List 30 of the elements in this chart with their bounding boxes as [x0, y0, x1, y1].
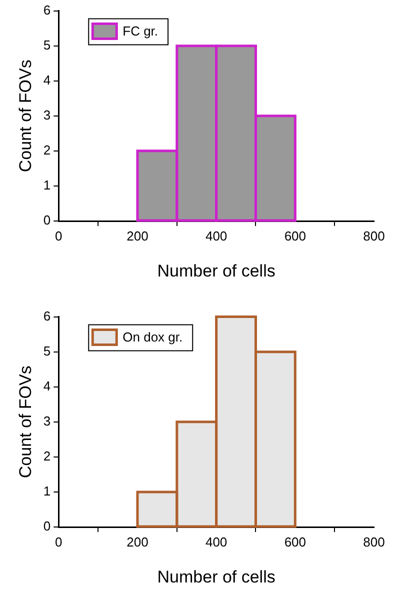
y-tick-label: 2 [43, 448, 51, 464]
y-tick-label: 0 [43, 518, 51, 534]
y-axis-title: Count of FOVs [16, 366, 35, 478]
legend-label: FC gr. [122, 23, 158, 38]
y-tick-label: 3 [43, 107, 51, 122]
x-tick-label: 800 [363, 228, 385, 244]
y-axis-title: Count of FOVs [16, 60, 35, 172]
x-axis-title: Number of cells [157, 261, 276, 280]
y-tick-label: 6 [43, 308, 51, 324]
y-tick-label: 4 [43, 72, 51, 88]
y-tick-label: 2 [43, 142, 51, 158]
y-tick-label: 1 [43, 484, 51, 499]
x-tick-label: 400 [205, 534, 228, 550]
x-axis-title: Number of cells [157, 567, 276, 586]
y-tick-label: 5 [43, 343, 51, 358]
x-tick-label: 200 [126, 228, 148, 244]
x-tick-label: 0 [55, 228, 62, 244]
legend-label: On dox gr. [122, 329, 183, 344]
y-tick-label: 3 [43, 413, 51, 428]
x-tick-label: 800 [363, 534, 385, 550]
x-tick-label: 600 [284, 534, 306, 550]
y-tick-label: 5 [43, 37, 51, 52]
y-tick-label: 6 [43, 2, 51, 18]
y-tick-label: 4 [43, 378, 51, 394]
x-tick-label: 0 [55, 534, 62, 550]
y-tick-label: 1 [43, 178, 51, 193]
y-tick-label: 0 [43, 212, 51, 228]
x-tick-label: 600 [284, 228, 306, 244]
x-tick-label: 200 [126, 534, 148, 550]
x-tick-label: 400 [205, 228, 228, 244]
